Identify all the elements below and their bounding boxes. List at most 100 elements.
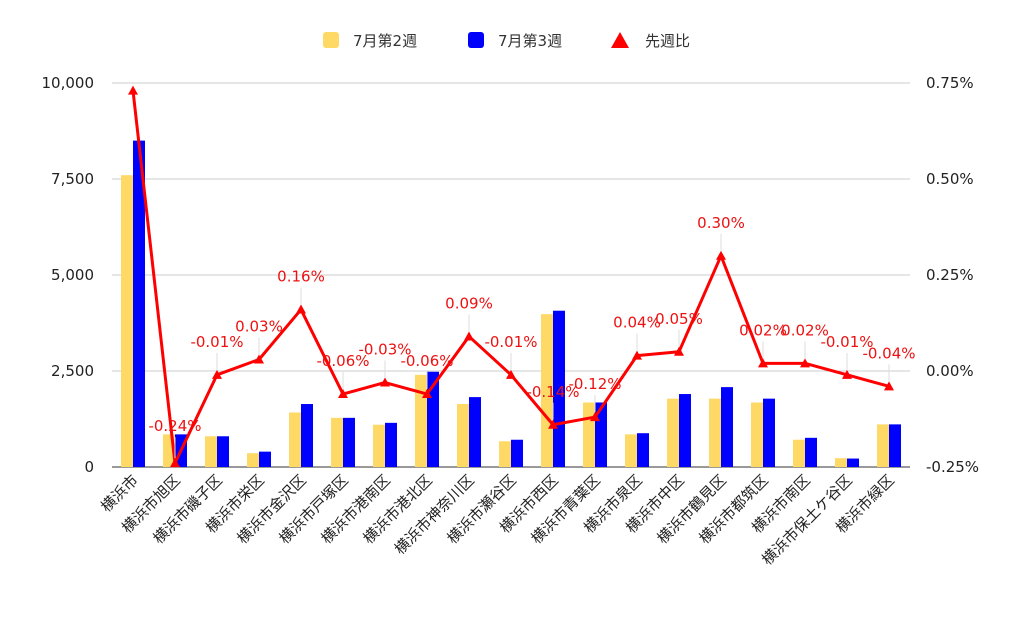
bar-week2 xyxy=(667,398,679,467)
y-left-tick-label: 0 xyxy=(84,458,94,476)
ratio-point xyxy=(674,346,684,356)
ratio-point xyxy=(170,458,180,468)
ratio-data-label: 0.05% xyxy=(655,310,703,328)
bar-week2 xyxy=(625,434,637,467)
ratio-data-label: -0.01% xyxy=(190,333,243,351)
ratio-point xyxy=(338,389,348,399)
bar-week3 xyxy=(637,433,649,467)
y-left-tick-label: 2,500 xyxy=(51,362,94,380)
ratio-point xyxy=(842,369,852,379)
ratio-point xyxy=(128,85,138,95)
ratio-point xyxy=(590,412,600,422)
bar-week3 xyxy=(511,439,523,467)
ratio-data-label: -0.12% xyxy=(568,375,621,393)
bar-week2 xyxy=(121,175,133,467)
legend-item-week2[interactable]: 7月第2週 xyxy=(323,32,417,50)
bar-week2 xyxy=(877,424,889,467)
legend-swatch-ratio xyxy=(611,32,629,48)
legend-label-week3: 7月第3週 xyxy=(498,32,562,50)
ratio-point xyxy=(800,358,810,368)
bar-week3 xyxy=(889,424,901,467)
ratio-point xyxy=(254,354,264,364)
bar-week3 xyxy=(721,387,733,467)
ratio-point xyxy=(716,250,726,260)
bar-week3 xyxy=(385,422,397,467)
y-right-tick-label: 0.00% xyxy=(926,362,974,380)
x-axis-categories: 横浜市横浜市旭区横浜市磯子区横浜市栄区横浜市金沢区横浜市戸塚区横浜市港南区横浜市… xyxy=(97,471,898,569)
ratio-data-label: -0.04% xyxy=(862,344,915,362)
legend-label-week2: 7月第2週 xyxy=(353,32,417,50)
y-right-tick-label: 0.50% xyxy=(926,170,974,188)
ratio-data-label: 0.30% xyxy=(697,214,745,232)
bar-series xyxy=(121,140,901,467)
ratio-data-label: -0.24% xyxy=(148,417,201,435)
bar-week3 xyxy=(217,436,229,467)
bar-week3 xyxy=(301,404,313,467)
bar-week2 xyxy=(373,424,385,467)
ratio-data-label: -0.06% xyxy=(316,352,369,370)
bar-week3 xyxy=(847,458,859,467)
y-right-tick-label: -0.25% xyxy=(926,458,979,476)
ratio-data-label: 0.09% xyxy=(445,294,493,312)
bar-week2 xyxy=(541,314,553,467)
bar-week2 xyxy=(793,439,805,467)
ratio-data-label: -0.03% xyxy=(358,341,411,359)
bar-week2 xyxy=(835,458,847,467)
legend-label-ratio: 先週比 xyxy=(645,32,690,50)
legend[interactable]: 7月第2週 7月第3週 先週比 xyxy=(323,32,690,50)
legend-item-ratio[interactable]: 先週比 xyxy=(611,32,690,50)
ratio-data-label: 0.16% xyxy=(277,268,325,286)
ratio-data-label: 0.04% xyxy=(613,314,661,332)
ratio-data-label: 0.02% xyxy=(739,321,787,339)
bar-week2 xyxy=(331,417,343,467)
bar-week2 xyxy=(457,404,469,467)
bar-week2 xyxy=(289,412,301,467)
data-labels: -0.24%-0.01%0.03%0.16%-0.06%-0.03%-0.06%… xyxy=(148,214,916,459)
gridlines xyxy=(112,82,910,468)
ratio-data-label: -0.06% xyxy=(400,352,453,370)
ratio-point xyxy=(380,377,390,387)
y-left-tick-label: 10,000 xyxy=(42,74,95,92)
legend-item-week3[interactable]: 7月第3週 xyxy=(468,32,562,50)
ratio-point xyxy=(464,331,474,341)
bar-week3 xyxy=(469,397,481,467)
bar-week3 xyxy=(805,437,817,467)
y-axis-right: -0.25% 0.00% 0.25% 0.50% 0.75% xyxy=(926,74,979,476)
bar-week2 xyxy=(247,453,259,467)
bar-week2 xyxy=(709,398,721,467)
bar-week3 xyxy=(259,451,271,467)
ratio-point xyxy=(632,350,642,360)
bar-week3 xyxy=(133,140,145,467)
ratio-data-label: -0.01% xyxy=(820,333,873,351)
bar-week3 xyxy=(343,417,355,467)
y-axis-left: 0 2,500 5,000 7,500 10,000 xyxy=(42,74,95,476)
y-left-tick-label: 7,500 xyxy=(51,170,94,188)
y-left-tick-label: 5,000 xyxy=(51,266,94,284)
bar-week3 xyxy=(763,398,775,467)
ratio-point xyxy=(422,389,432,399)
bar-week2 xyxy=(583,402,595,467)
y-right-tick-label: 0.25% xyxy=(926,266,974,284)
ratio-line xyxy=(131,90,890,465)
ratio-data-label: -0.14% xyxy=(526,383,579,401)
ratio-point xyxy=(884,381,894,391)
ratio-point xyxy=(548,419,558,429)
ratio-point xyxy=(758,358,768,368)
y-right-tick-label: 0.75% xyxy=(926,74,974,92)
ratio-point xyxy=(506,369,516,379)
ratio-data-label: 0.03% xyxy=(235,317,283,335)
line-series xyxy=(128,85,894,468)
bar-week2 xyxy=(751,402,763,467)
bar-week2 xyxy=(499,441,511,467)
bar-week3 xyxy=(679,394,691,467)
ratio-point xyxy=(212,369,222,379)
ratio-point xyxy=(296,304,306,314)
legend-swatch-week2 xyxy=(323,32,339,48)
bar-week2 xyxy=(205,436,217,467)
bar-week2 xyxy=(415,374,427,467)
legend-swatch-week3 xyxy=(468,32,484,48)
ratio-data-label: -0.01% xyxy=(484,333,537,351)
ratio-data-label: 0.02% xyxy=(781,321,829,339)
